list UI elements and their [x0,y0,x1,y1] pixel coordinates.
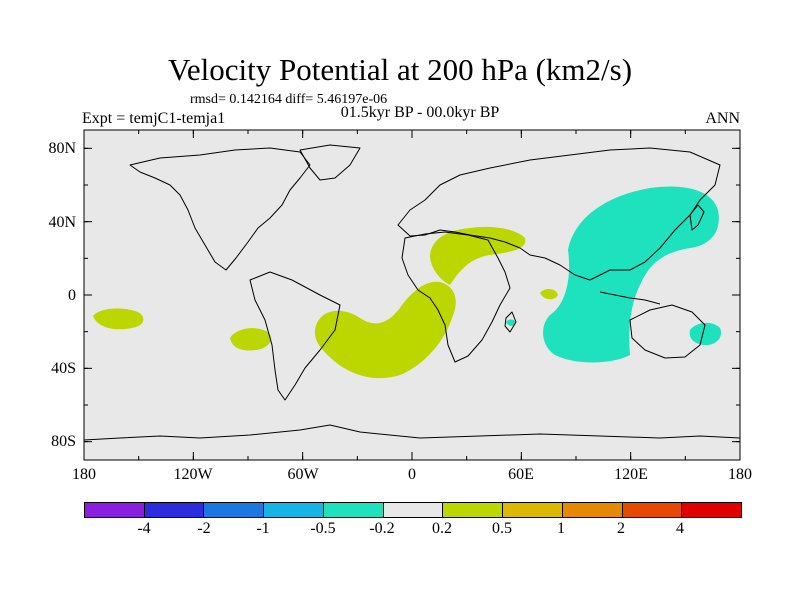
colorbar-swatch [622,503,683,517]
colorbar-swatch [144,503,205,517]
colorbar-swatch [383,503,444,517]
positive-region-southeast-pacific [230,328,272,351]
colorbar-swatch [503,503,563,517]
coast-madagascar [504,311,517,333]
season-label: ANN [705,110,740,127]
colorbar-label-neg2: -2 [197,520,211,537]
colorbar-label-05: 0.5 [492,520,512,537]
y-axis-label-40s: 40S [51,360,76,377]
colorbar-label-neg4: -4 [137,520,151,537]
colorbar-label-4: 4 [676,520,684,537]
x-axis-label-180e: 180 [728,466,752,483]
negative-region-madagascar [506,319,516,326]
positive-region-central-pacific [93,308,144,330]
colorbar-swatch [264,503,324,517]
colorbar-label-02: 0.2 [432,520,452,537]
rmsd-diff-text: rmsd= 0.142164 diff= 5.46197e-06 [190,92,388,107]
coast-europe-asia [397,147,721,281]
coast-japan [689,204,705,231]
x-axis-label-0: 0 [408,466,416,483]
negative-region-australia-east [689,322,722,346]
colorbar-swatch [85,503,145,517]
colorbar-swatch [204,503,265,517]
y-axis-label-40n: 40N [48,214,76,231]
period-label: 01.5kyr BP - 00.0kyr BP [340,104,500,121]
x-axis-label-60e: 60E [508,466,534,483]
positive-region-atlantic-africa [314,281,456,379]
y-axis-label-0: 0 [68,287,76,304]
colorbar-swatch [562,503,623,517]
colorbar-label-1: 1 [557,520,565,537]
positive-region-arabian-sea [540,289,558,300]
colorbar-swatch [682,503,742,517]
coast-australia [629,304,706,359]
coast-north-america [129,147,311,271]
colorbar-label-neg1: -1 [256,520,270,537]
x-axis-label-120w: 120W [173,466,213,483]
y-axis-label-80n: 80N [48,140,76,157]
coast-africa [401,231,511,363]
coast-indonesia [599,291,661,305]
colorbar-label-2: 2 [617,520,625,537]
colorbar [84,502,742,518]
experiment-label: Expt = temjC1-temja1 [82,110,226,127]
axis-ticks [83,130,741,460]
coast-greenland [299,144,361,181]
x-axis-label-120e: 120E [614,466,648,483]
coast-antarctica [83,424,741,441]
colorbar-swatch [323,503,384,517]
y-axis-label-80s: 80S [51,433,76,450]
x-axis-label-180w: 180 [72,466,96,483]
colorbar-swatch [443,503,504,517]
colorbar-label-neg05: -0.5 [310,520,336,537]
coastlines [83,144,741,441]
colorbar-label-neg02: -0.2 [369,520,395,537]
coast-south-america [249,271,341,401]
x-axis-label-60w: 60W [287,466,319,483]
map-title: Velocity Potential at 200 hPa (km2/s) [167,52,633,87]
